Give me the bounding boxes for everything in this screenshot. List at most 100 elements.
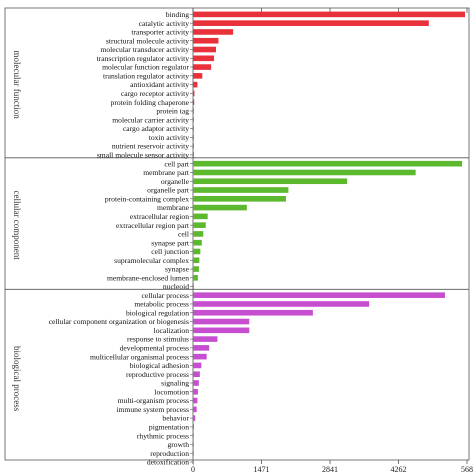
category-label: membrane part: [143, 168, 190, 177]
category-label: growth: [167, 440, 189, 449]
bar: [193, 362, 202, 369]
bar: [193, 266, 199, 272]
category-label: synapse part: [151, 238, 190, 247]
bar: [193, 116, 194, 123]
category-label: extracellular region part: [116, 221, 190, 230]
bar: [193, 90, 195, 97]
bar: [193, 301, 370, 307]
category-label: molecular carrier activity: [112, 115, 189, 124]
category-label: small molecule sensor activity: [97, 150, 189, 159]
bar: [193, 55, 215, 62]
category-label: membrane-enclosed lumen: [107, 273, 189, 282]
bar: [193, 424, 194, 430]
category-label: reproductive process: [126, 370, 189, 379]
category-label: behavior: [162, 414, 189, 423]
category-label: biological adhesion: [130, 361, 189, 370]
bar: [193, 406, 197, 413]
bar: [193, 11, 466, 18]
bar: [193, 73, 203, 79]
category-label: supramolecular complex: [114, 256, 189, 265]
x-tick-label: 1471: [254, 465, 270, 474]
bar: [193, 336, 218, 342]
chart-frame: [4, 7, 470, 461]
category-label: organelle: [161, 177, 190, 186]
bar: [193, 187, 289, 193]
category-label: protein tag: [156, 107, 189, 116]
category-label: cell: [178, 230, 189, 239]
bar: [193, 248, 201, 255]
category-label: cargo receptor activity: [121, 89, 189, 98]
x-tick-label: 568: [461, 465, 473, 474]
category-label: toxin activity: [149, 133, 189, 142]
bar: [193, 143, 194, 149]
bar: [193, 459, 194, 465]
bar: [193, 239, 202, 246]
bar: [193, 380, 199, 386]
bar: [193, 397, 198, 404]
category-label: response to stimulus: [127, 335, 189, 344]
category-label: molecular function regulator: [102, 63, 189, 72]
category-label: protein folding chaperone: [111, 98, 190, 107]
bar: [193, 327, 250, 334]
category-label: cellular component organization or bioge…: [49, 317, 189, 326]
category-label: synapse: [165, 265, 190, 274]
group-label: cellular component: [12, 191, 22, 261]
category-label: reproduction: [150, 449, 189, 458]
bar: [193, 29, 234, 35]
category-label: translation regulator activity: [103, 71, 189, 80]
bar: [193, 292, 445, 298]
category-label: cargo adaptor activity: [123, 124, 189, 133]
bar: [193, 152, 194, 158]
x-tick-label: 4262: [391, 465, 407, 474]
bar: [193, 345, 210, 351]
bar: [193, 169, 416, 176]
bar: [193, 371, 200, 378]
bar: [193, 46, 216, 53]
bar: [193, 99, 195, 105]
bar: [193, 353, 207, 360]
category-label: developmental process: [120, 343, 189, 352]
bar: [193, 231, 204, 237]
group-label: biological process: [12, 346, 22, 412]
x-tick-label: 2841: [322, 465, 338, 474]
category-label: transcription regulator activity: [97, 54, 190, 63]
category-label: catalytic activity: [139, 19, 190, 28]
category-label: membrane: [157, 203, 190, 212]
bar: [193, 134, 194, 141]
bar: [193, 108, 194, 114]
bar: [193, 20, 429, 26]
category-label: detoxification: [147, 458, 189, 467]
category-label: multicellular organismal process: [90, 352, 189, 361]
bar: [193, 450, 194, 457]
bar: [193, 257, 200, 264]
category-label: nutrient reservoir activity: [112, 142, 189, 151]
bar: [193, 415, 196, 421]
category-label: signaling: [161, 379, 189, 388]
bar: [193, 160, 463, 167]
category-label: biological regulation: [126, 308, 189, 317]
category-label: locomotion: [154, 387, 189, 396]
category-label: organelle part: [147, 186, 190, 195]
bar: [193, 204, 247, 211]
category-label: molecular transducer activity: [100, 45, 189, 54]
category-label: structural molecule activity: [106, 36, 189, 45]
category-label: cellular process: [142, 291, 189, 300]
bar: [193, 309, 313, 316]
bar: [193, 283, 194, 290]
bar: [193, 388, 198, 395]
bar: [193, 222, 206, 228]
bar: [193, 178, 348, 185]
category-label: multi-organism process: [118, 396, 189, 405]
bar: [193, 432, 194, 439]
bar: [193, 64, 212, 70]
bar: [193, 318, 250, 325]
category-label: metabolic process: [134, 300, 189, 309]
x-tick-label: 0: [191, 465, 195, 474]
category-label: pigmentation: [149, 422, 189, 431]
category-label: binding: [166, 10, 189, 19]
bar: [193, 275, 198, 281]
category-label: cell part: [164, 159, 190, 168]
category-label: localization: [154, 326, 190, 335]
bar: [193, 125, 194, 132]
